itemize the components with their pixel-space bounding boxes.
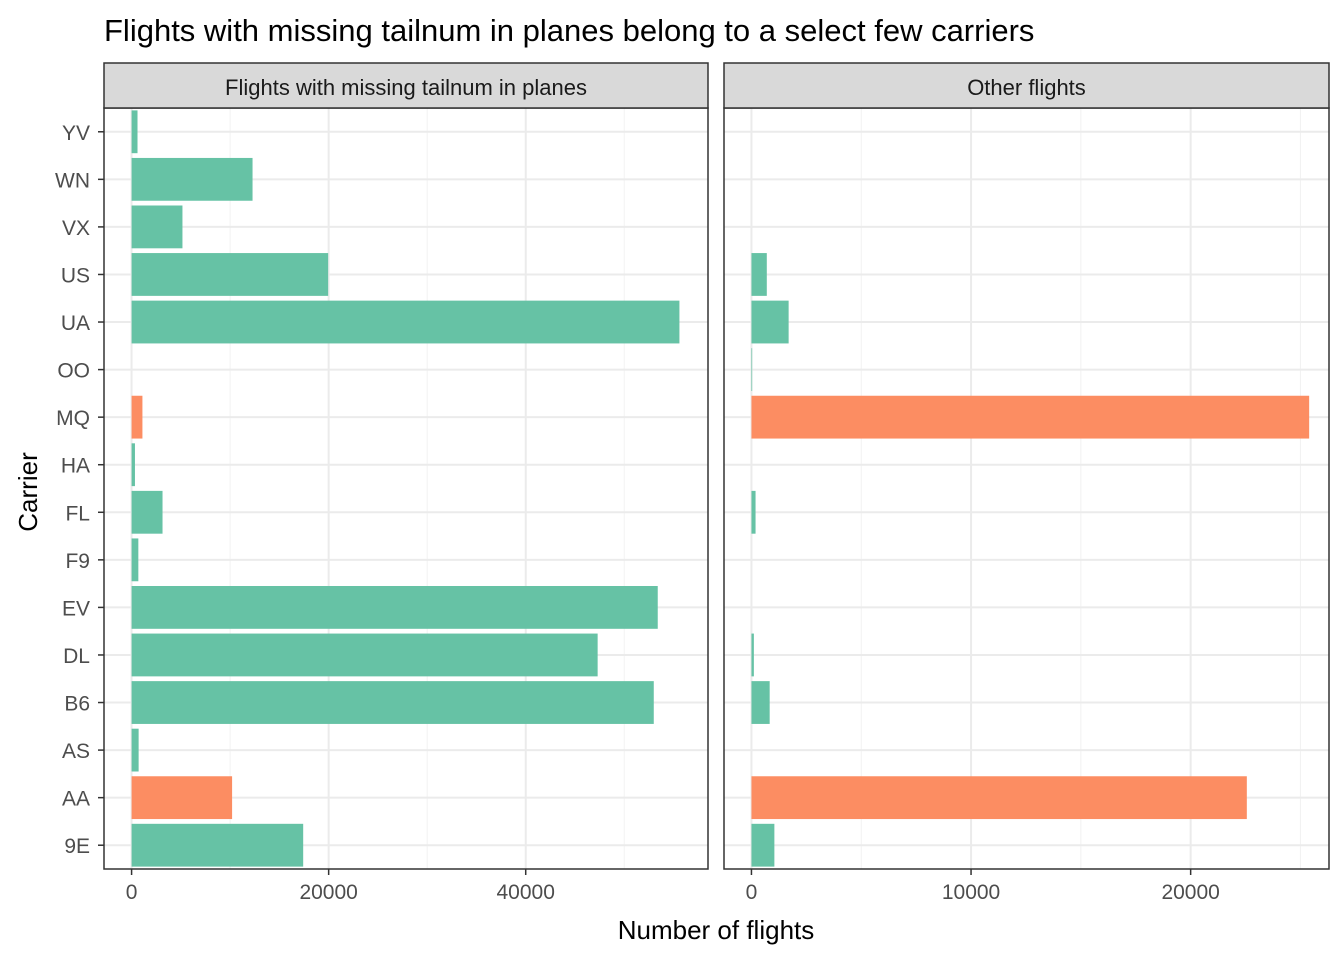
x-tick-label: 0 [746, 881, 758, 904]
facet-strip [103, 62, 709, 109]
y-tick-label-aa: AA [62, 788, 90, 811]
bar-b6 [131, 681, 654, 724]
x-tick-label: 40000 [497, 881, 555, 904]
y-tick-label-yv: YV [62, 122, 90, 145]
y-tick-label-vx: VX [62, 217, 90, 240]
bar-us [751, 253, 767, 296]
y-tick-label-f9: F9 [65, 550, 90, 573]
y-axis: 9E AA AS B6 DL EV F9 FL HA MQ OO UA US VX WN YV [55, 122, 104, 858]
panel-background [724, 108, 1329, 869]
x-axis-title: Number of flights [618, 915, 815, 945]
bar-oo [751, 348, 753, 391]
bar-9e [751, 823, 775, 867]
y-tick-label-as: AS [62, 740, 90, 763]
y-tick-label-dl: DL [63, 645, 90, 668]
y-tick-label-fl: FL [65, 502, 90, 525]
y-tick-label-wn: WN [55, 169, 90, 192]
bar-ev [131, 586, 658, 629]
panel-other-flights: Other flights 0 10000 20000 [723, 62, 1330, 904]
y-tick-label-ha: HA [61, 455, 90, 478]
bar-9e [131, 823, 304, 867]
y-tick-label-b6: B6 [64, 693, 90, 716]
x-tick-label: 20000 [1161, 881, 1219, 904]
bar-ua [131, 300, 680, 344]
facet-panels: Flights with missing tailnum in planes 0 2… [103, 62, 1330, 904]
y-tick-label-ev: EV [62, 597, 90, 620]
bar-dl [751, 633, 754, 677]
bar-f9 [131, 538, 139, 582]
bar-b6 [751, 681, 770, 724]
y-tick-label-mq: MQ [56, 407, 90, 430]
y-axis-title: Carrier [13, 452, 43, 532]
bar-aa [131, 776, 233, 820]
panel-background [104, 108, 708, 869]
x-tick-label: 10000 [942, 881, 1000, 904]
facet-strip-label: Flights with missing tailnum in planes [225, 75, 587, 100]
bar-ua [751, 300, 789, 344]
chart-title: Flights with missing tailnum in planes b… [104, 13, 1034, 48]
facet-strip-label: Other flights [967, 75, 1086, 100]
bar-vx [131, 205, 183, 249]
y-tick-label-oo: OO [57, 360, 90, 383]
bar-mq [131, 395, 143, 439]
y-tick-label-ua: UA [61, 312, 90, 335]
bar-as [131, 728, 139, 772]
bar-aa [751, 776, 1247, 820]
y-tick-label-us: US [61, 264, 90, 287]
bar-fl [131, 490, 163, 534]
bar-fl [751, 490, 756, 534]
bar-us [131, 253, 329, 296]
bar-mq [751, 395, 1310, 439]
bar-dl [131, 633, 598, 677]
x-tick-label: 0 [126, 881, 138, 904]
y-tick-label-9e: 9E [64, 835, 90, 858]
facet-strip [723, 62, 1330, 109]
bar-yv [131, 110, 138, 154]
x-tick-label: 20000 [299, 881, 357, 904]
panel-flights-with-missing-tailnum-in-planes: Flights with missing tailnum in planes 0 2… [103, 62, 709, 904]
bar-ha [131, 443, 135, 487]
bar-wn [131, 157, 253, 201]
